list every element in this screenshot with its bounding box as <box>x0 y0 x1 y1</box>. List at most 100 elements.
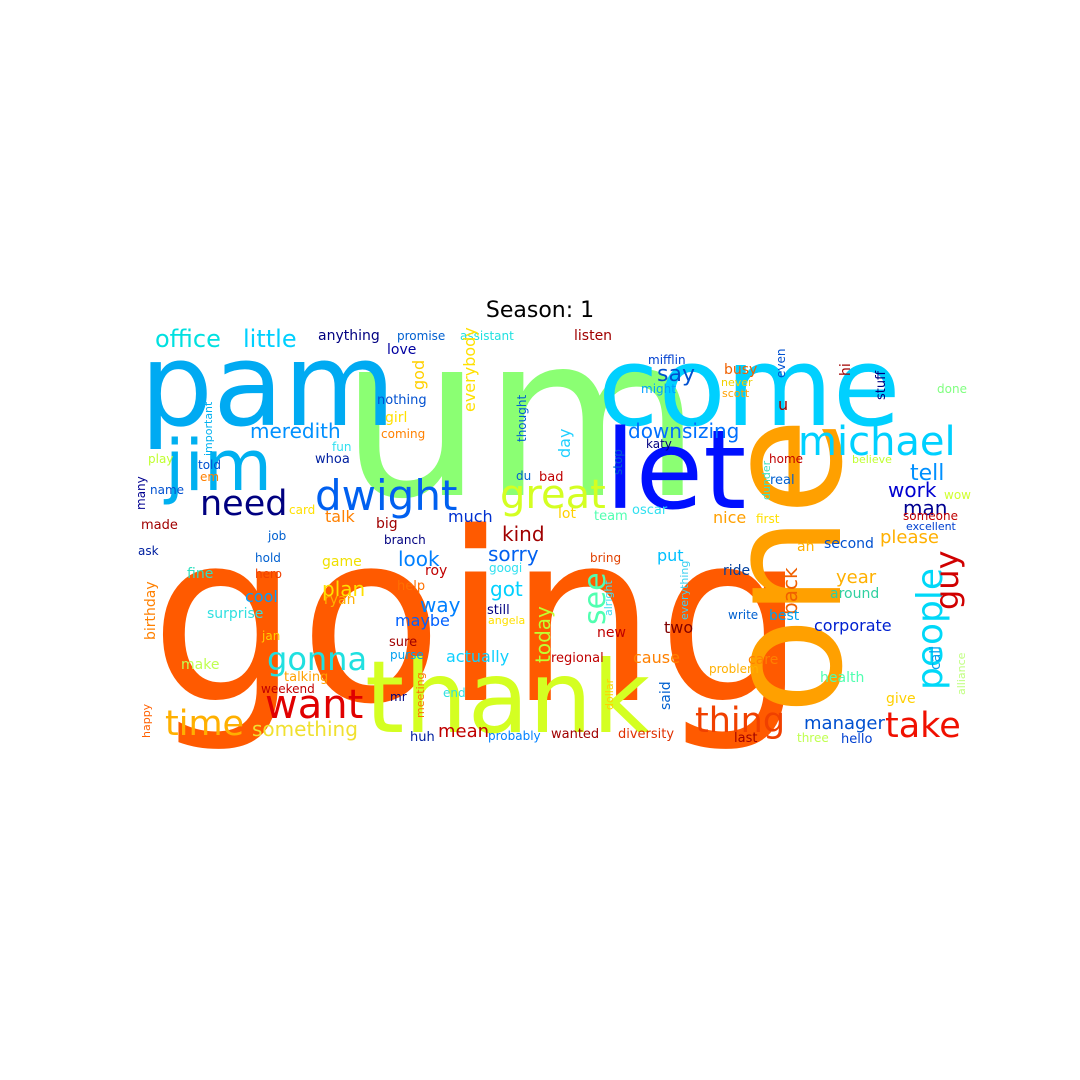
word-ryan: ryan <box>324 592 356 608</box>
word-first: first <box>756 512 780 526</box>
word-real: real <box>770 473 795 488</box>
word-problem: problem <box>709 662 759 676</box>
word-give: give <box>886 691 916 707</box>
word-talk: talk <box>325 507 356 526</box>
word-much: much <box>448 507 493 526</box>
word-take: take <box>885 706 961 746</box>
word-ask: ask <box>138 544 159 558</box>
word-purse: purse <box>390 648 424 662</box>
word-second: second <box>824 536 874 552</box>
word-whoa: whoa <box>315 452 350 467</box>
word-alliance: alliance <box>955 652 968 695</box>
word-anything: anything <box>318 328 380 344</box>
word-ride: ride <box>723 563 750 579</box>
word-write: write <box>728 608 758 622</box>
word-huh: huh <box>410 730 435 745</box>
word-new: new <box>597 625 626 641</box>
word-weekend: weekend <box>261 682 315 696</box>
word-ah: ah <box>797 539 814 555</box>
word-birthday: birthday <box>143 581 159 640</box>
word-corporate: corporate <box>814 616 892 635</box>
word-roy: roy <box>425 563 447 579</box>
word-actually: actually <box>446 647 509 666</box>
word-promise: promise <box>397 329 445 343</box>
word-nice: nice <box>713 508 746 527</box>
word-job: job <box>267 529 286 543</box>
word-hi: hi <box>838 363 854 376</box>
word-mifflin: mifflin <box>648 353 686 367</box>
word-mr: mr <box>390 690 407 704</box>
word-many: many <box>134 476 148 510</box>
word-three: three <box>797 731 829 745</box>
word-wanted: wanted <box>551 727 599 742</box>
word-year: year <box>836 567 877 588</box>
word-lot: lot <box>558 506 576 522</box>
word-katy: katy <box>646 437 672 451</box>
word-alright: alright <box>602 580 615 616</box>
word-guy: guy <box>928 550 966 610</box>
word-oscar: oscar <box>632 503 668 518</box>
word-play: play <box>148 452 173 466</box>
word-bring: bring <box>590 551 621 565</box>
word-around: around <box>830 586 879 602</box>
word-maybe: maybe <box>395 611 450 630</box>
word-made: made <box>141 518 178 533</box>
word-team: team <box>594 509 628 524</box>
word-everything: everything <box>678 561 691 620</box>
word-end: end <box>443 686 466 700</box>
word-little: little <box>243 325 297 353</box>
word-bad: bad <box>539 470 563 485</box>
word-dunder: dunder <box>760 460 773 500</box>
word-last: last <box>734 731 757 746</box>
word-make: make <box>181 657 219 673</box>
word-something: something <box>252 717 358 741</box>
word-angela: angela <box>488 614 525 627</box>
word-probably: probably <box>488 729 541 743</box>
word-said: said <box>658 681 674 710</box>
word-jan: jan <box>261 629 280 643</box>
word-love: love <box>387 342 416 358</box>
word-day: day <box>555 429 574 458</box>
word-coming: coming <box>381 427 425 441</box>
word-diversity: diversity <box>618 727 674 742</box>
word-help: help <box>397 579 425 594</box>
word-done: done <box>937 382 967 396</box>
word-office: office <box>155 325 221 353</box>
word-branch: branch <box>384 533 426 547</box>
word-god: god <box>409 360 428 390</box>
word-home: home <box>769 452 803 466</box>
word-scott: scott <box>722 387 750 400</box>
word-nothing: nothing <box>377 393 427 408</box>
word-hold: hold <box>255 551 281 565</box>
word-mean: mean <box>438 721 489 742</box>
word-em: em <box>200 470 219 484</box>
word-card: card <box>289 503 315 517</box>
word-u: u <box>778 395 788 414</box>
word-got: got <box>490 577 523 601</box>
word-regional: regional <box>551 651 604 666</box>
word-excellent: excellent <box>906 520 957 533</box>
word-name: name <box>150 483 184 497</box>
word-time: time <box>165 704 244 744</box>
word-googi: googi <box>489 561 522 575</box>
word-game: game <box>322 554 362 570</box>
word-fine: fine <box>187 566 213 582</box>
word-stuff: stuff <box>874 370 889 400</box>
word-thought: thought <box>515 395 529 442</box>
word-big: big <box>376 516 398 532</box>
word-happy: happy <box>140 703 153 738</box>
word-health: health <box>820 670 864 686</box>
word-listen: listen <box>574 328 612 344</box>
word-downsizing: downsizing <box>628 419 739 443</box>
word-everybody: everybody <box>460 327 479 412</box>
word-girl: girl <box>385 410 407 426</box>
word-dollar: dollar <box>603 678 616 710</box>
word-even: even <box>774 349 788 378</box>
word-wow: wow <box>944 488 971 502</box>
word-meredith: meredith <box>250 419 341 443</box>
word-hello: hello <box>841 732 872 747</box>
word-cause: cause <box>633 648 680 667</box>
word-stop: stop <box>611 449 625 475</box>
word-surprise: surprise <box>207 606 263 622</box>
